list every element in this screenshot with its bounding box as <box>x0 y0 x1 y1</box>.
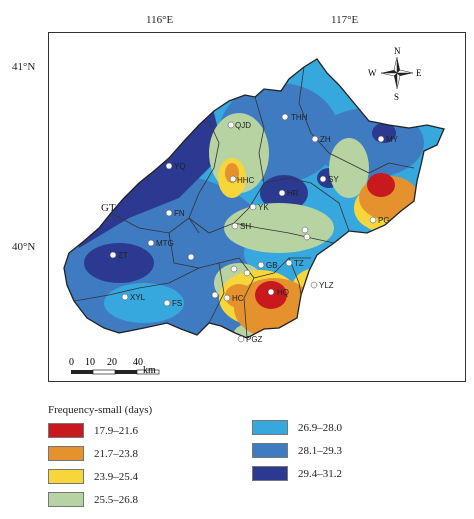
station-dot-zk <box>211 291 219 299</box>
legend-swatch <box>48 423 84 438</box>
station-label-hhc: HHC <box>237 176 255 185</box>
station-label-mtg: MTG <box>156 239 174 248</box>
station-dot-qjd <box>227 121 235 129</box>
station-label-fn: FN <box>174 209 185 218</box>
legend-title: Frequency-small (days) <box>48 404 153 416</box>
legend-label: 23.9–25.4 <box>94 470 138 483</box>
legend-item-4: 25.5–26.8 <box>48 492 138 507</box>
station-dot-xyl <box>121 293 129 301</box>
legend-label: 21.7–23.8 <box>94 447 138 460</box>
station-label-sh: SH <box>240 222 251 231</box>
station-dot-dhc <box>223 294 231 302</box>
compass-n: N <box>394 46 401 56</box>
station-label-zt: ZT <box>118 251 128 260</box>
legend-label: 26.9–28.0 <box>298 421 342 434</box>
stations: THH QJD MY ZH YQ HHC SY HR YK FN PG SH MTG ZT GB TZ XYL F… <box>109 113 399 344</box>
scale-unit: km <box>143 365 156 376</box>
station-dot-sy <box>319 175 327 183</box>
station-dot-sy2 <box>303 233 311 241</box>
legend-label: 29.4–31.2 <box>298 467 342 480</box>
station-label-zh: ZH <box>320 135 331 144</box>
legend-item-2: 21.7–23.8 <box>48 446 138 461</box>
station-dot-mtg <box>147 239 155 247</box>
legend-swatch <box>48 492 84 507</box>
station-dot-yq <box>165 162 173 170</box>
lon-117-label: 117°E <box>331 14 359 26</box>
legend-item-5: 26.9–28.0 <box>252 420 342 435</box>
station-label-thh: THH <box>291 113 308 122</box>
station-label-hr: HR <box>287 189 299 198</box>
station-dot-zh <box>311 135 319 143</box>
station-dot-hr <box>278 189 286 197</box>
station-label-dhc: HC <box>232 294 244 303</box>
compass-s: S <box>394 92 399 102</box>
legend-swatch <box>48 446 84 461</box>
station-dot-thh <box>281 113 289 121</box>
station-dot-pg <box>369 216 377 224</box>
station-label-gb: GB <box>266 261 278 270</box>
scale-tick-0: 0 <box>69 357 74 368</box>
station-label-yk: YK <box>258 203 269 212</box>
station-dot-cp <box>301 226 309 234</box>
station-label-my: MY <box>386 135 399 144</box>
station-label-tz: TZ <box>294 259 304 268</box>
station-dot-tz <box>285 259 293 267</box>
north-arrow-icon: N S E W <box>368 46 422 102</box>
station-label-hq: HQ <box>277 288 289 297</box>
station-dot-sh <box>231 222 239 230</box>
station-label-sy: SY <box>328 175 339 184</box>
station-dot-yk <box>249 203 257 211</box>
legend-item-7: 29.4–31.2 <box>252 466 342 481</box>
station-dot-fs <box>163 299 171 307</box>
station-dot-dx <box>243 269 251 277</box>
station-dot-hq <box>267 288 275 296</box>
station-dot-hhc <box>229 175 237 183</box>
region-label-gt: GT <box>101 202 116 214</box>
district-boundaries <box>73 66 415 339</box>
legend-swatch <box>252 420 288 435</box>
lat-41-label: 41°N <box>12 61 36 73</box>
legend-swatch <box>48 469 84 484</box>
scale-tick-20: 20 <box>107 357 117 368</box>
legend-swatch <box>252 466 288 481</box>
beijing-map: GT N S E W THH QJD MY ZH YQ HHC SY HR YK FN PG SH MT… <box>63 46 445 376</box>
station-label-pgz: PGZ <box>246 335 263 344</box>
lat-40-label: 40°N <box>12 241 36 253</box>
legend-item-3: 23.9–25.4 <box>48 469 138 484</box>
legend-label: 25.5–26.8 <box>94 493 138 506</box>
legend-swatch <box>252 443 288 458</box>
legend-item-6: 28.1–29.3 <box>252 443 342 458</box>
compass-e: E <box>416 68 422 78</box>
station-dot-zt <box>109 251 117 259</box>
station-label-xyl: XYL <box>130 293 146 302</box>
compass-w: W <box>368 68 377 78</box>
lon-116-label: 116°E <box>146 14 174 26</box>
scale-tick-40: 40 <box>133 357 143 368</box>
station-label-fs: FS <box>172 299 182 308</box>
station-dot-bj <box>187 253 195 261</box>
station-label-ylz: YLZ <box>319 281 334 290</box>
station-dot-my <box>377 135 385 143</box>
station-dot-ylz <box>310 281 318 289</box>
map-frame: GT N S E W THH QJD MY ZH YQ HHC SY HR YK FN PG SH MT… <box>48 32 466 382</box>
station-dot-gb <box>257 261 265 269</box>
legend-label: 28.1–29.3 <box>298 444 342 457</box>
scale-tick-10: 10 <box>85 357 95 368</box>
station-dot-ft <box>230 265 238 273</box>
station-label-yq: YQ <box>174 162 186 171</box>
legend-item-1: 17.9–21.6 <box>48 423 138 438</box>
station-label-qjd: QJD <box>235 121 251 130</box>
station-label-pg: PG <box>378 216 390 225</box>
station-dot-pgz <box>237 335 245 343</box>
legend-label: 17.9–21.6 <box>94 424 138 437</box>
station-dot-fn <box>165 209 173 217</box>
scale-bar: 0 10 20 40 km <box>69 357 160 376</box>
